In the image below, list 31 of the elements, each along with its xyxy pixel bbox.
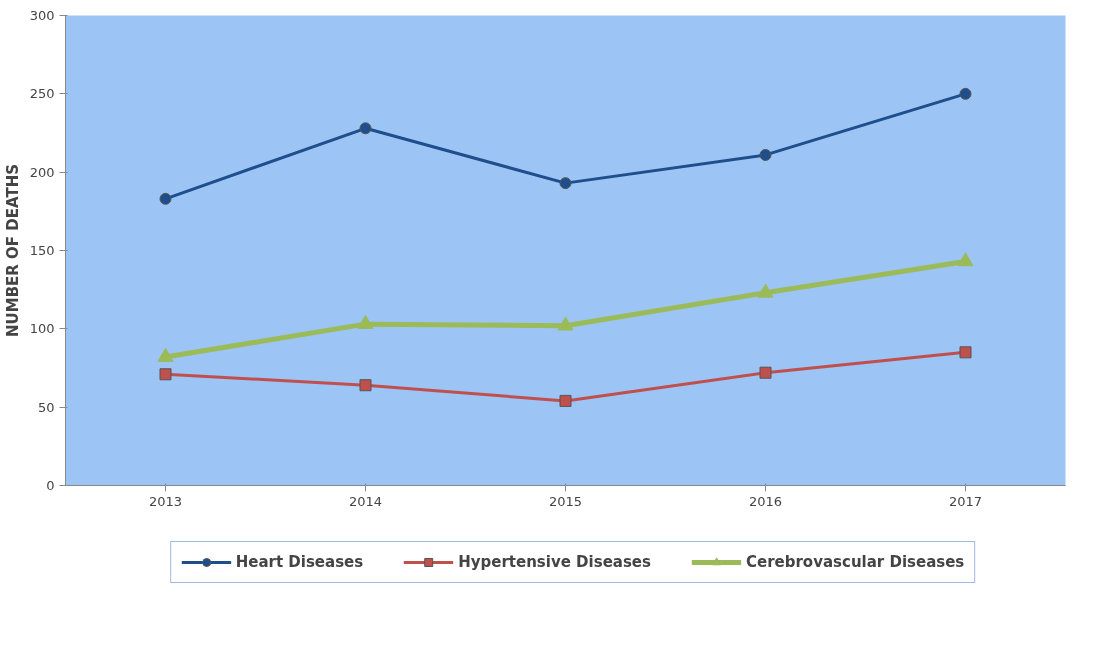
point <box>159 368 172 381</box>
point <box>359 122 372 135</box>
y-axis-title: NUMBER OF DEATHS <box>3 163 22 338</box>
y-tick-label: 150 <box>29 243 55 258</box>
x-tick-label: 2013 <box>148 493 183 509</box>
y-tick-label: 0 <box>46 478 55 493</box>
x-tick-label: 2017 <box>948 493 983 509</box>
point <box>359 379 372 392</box>
x-tick-label: 2015 <box>548 493 583 509</box>
point <box>957 252 974 267</box>
point <box>759 366 772 379</box>
y-tick-label: 250 <box>29 86 55 102</box>
point <box>959 87 972 100</box>
point <box>157 347 174 362</box>
point <box>757 283 774 298</box>
point <box>357 314 374 329</box>
y-tick-label: 50 <box>37 399 55 415</box>
point <box>159 192 172 205</box>
point <box>559 177 572 190</box>
point <box>959 346 972 359</box>
y-tick-label: 200 <box>29 164 55 180</box>
point <box>557 316 574 331</box>
x-tick-label: 2014 <box>348 493 383 509</box>
legend-label: Hypertensive Diseases <box>458 553 651 571</box>
x-tick-label: 2016 <box>748 493 783 509</box>
point <box>759 148 772 161</box>
legend-label: Heart Diseases <box>235 553 364 571</box>
legend-label: Cerebrovascular Diseases <box>745 553 965 571</box>
y-tick-label: 100 <box>29 321 55 337</box>
y-tick-label: 300 <box>29 8 55 23</box>
point <box>559 394 572 407</box>
